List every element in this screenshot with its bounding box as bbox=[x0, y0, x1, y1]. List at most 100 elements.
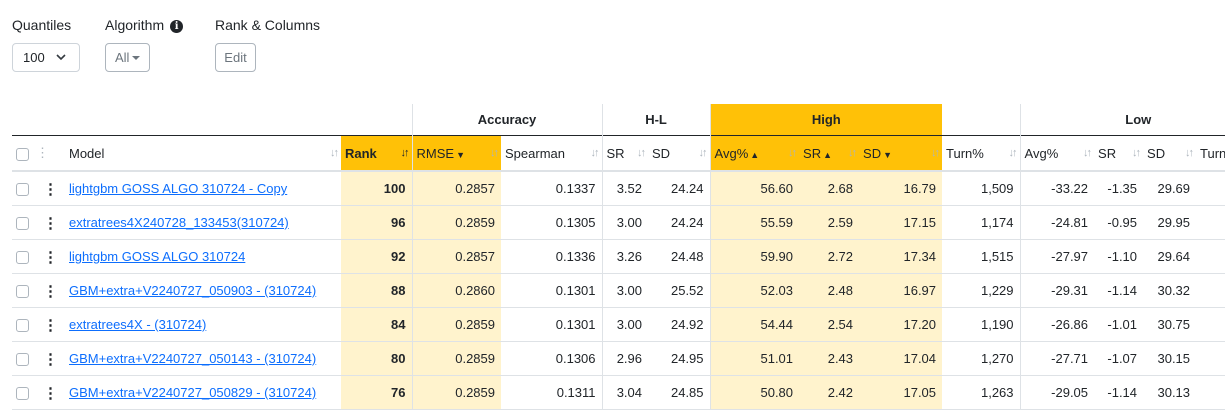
sort-icon[interactable]: ↓↑ bbox=[1132, 147, 1141, 159]
cell-hl-sr: 3.00 bbox=[601, 273, 649, 308]
cell-rmse: 0.2857 bbox=[411, 239, 501, 274]
chevron-up-icon: ▲ bbox=[750, 149, 760, 160]
model-link[interactable]: GBM+extra+V2240727_050829 - (310724) bbox=[69, 385, 317, 400]
sort-icon[interactable]: ↓↑ bbox=[590, 147, 600, 159]
cell-high-turn: 1,229 bbox=[942, 273, 1021, 308]
cell-high-sd: 16.79 bbox=[859, 171, 943, 206]
col-low-avg[interactable]: Avg% ↓↑ bbox=[1019, 135, 1095, 172]
cell-low-sd: 30.13 bbox=[1143, 375, 1197, 410]
cell-rmse: 0.2859 bbox=[411, 341, 501, 376]
group-low: Low bbox=[1019, 104, 1225, 136]
col-high-turn[interactable]: Turn% ↓↑ bbox=[942, 135, 1021, 172]
model-link[interactable]: extratrees4X - (310724) bbox=[69, 317, 207, 332]
model-cell: lightgbm GOSS ALGO 310724 - Copy bbox=[65, 171, 341, 206]
cell-rank: 88 bbox=[341, 273, 412, 308]
cell-low-avg: -26.86 bbox=[1019, 307, 1095, 342]
chevron-down-icon: ▼ bbox=[883, 149, 893, 160]
col-low-sr[interactable]: SR ↓↑ bbox=[1094, 135, 1144, 172]
col-low-turn[interactable]: Turn bbox=[1196, 135, 1225, 172]
cell-hl-sr: 3.00 bbox=[601, 307, 649, 342]
cell-hl-sr: 3.00 bbox=[601, 205, 649, 240]
row-checkbox[interactable] bbox=[12, 341, 36, 376]
row-checkbox[interactable] bbox=[12, 307, 36, 342]
cell-rank: 92 bbox=[341, 239, 412, 274]
row-checkbox[interactable] bbox=[12, 239, 36, 274]
row-checkbox[interactable] bbox=[12, 375, 36, 410]
col-model-label: Model bbox=[69, 145, 105, 161]
select-all-checkbox[interactable] bbox=[12, 135, 36, 172]
cell-high-turn: 1,515 bbox=[942, 239, 1021, 274]
sort-icon[interactable]: ↓↑ bbox=[637, 147, 646, 159]
sort-icon[interactable]: ↓↑ bbox=[330, 147, 339, 159]
cell-low-turn bbox=[1196, 273, 1225, 308]
col-low-sd[interactable]: SD ↓↑ bbox=[1143, 135, 1197, 172]
model-cell: GBM+extra+V2240727_050903 - (310724) bbox=[65, 273, 341, 308]
table-row: ⋮ extratrees4X - (310724) 84 0.2859 0.1301 3.… bbox=[12, 307, 1225, 342]
info-icon[interactable]: i bbox=[170, 20, 184, 33]
col-spearman[interactable]: Spearman ↓↑ bbox=[501, 135, 603, 172]
col-high-avg[interactable]: Avg% ▲ ↓↑ bbox=[709, 135, 800, 172]
sort-icon[interactable]: ↓↑ bbox=[1083, 147, 1092, 159]
col-high-sr[interactable]: SR ▲ ↓↑ bbox=[799, 135, 860, 172]
algorithm-label-text: Algorithm bbox=[105, 17, 165, 33]
sort-icon[interactable]: ↓↑ bbox=[1008, 147, 1018, 159]
sort-icon[interactable]: ↓↑ bbox=[931, 147, 940, 159]
col-rank[interactable]: Rank ↓↑ bbox=[341, 135, 412, 172]
quantiles-label: Quantiles bbox=[12, 17, 72, 33]
row-checkbox[interactable] bbox=[12, 205, 36, 240]
quantiles-select[interactable]: 100 bbox=[12, 43, 80, 72]
model-link[interactable]: GBM+extra+V2240727_050903 - (310724) bbox=[69, 283, 317, 298]
cell-high-turn: 1,174 bbox=[942, 205, 1021, 240]
cell-spearman: 0.1337 bbox=[501, 171, 603, 206]
row-checkbox[interactable] bbox=[12, 273, 36, 308]
sort-icon[interactable]: ↓↑ bbox=[848, 147, 857, 159]
chevron-down-icon: ▼ bbox=[456, 149, 465, 160]
row-menu-icon[interactable]: ⋮ bbox=[36, 341, 65, 376]
table-row: ⋮ lightgbm GOSS ALGO 310724 - Copy 100 0.28… bbox=[12, 171, 1225, 206]
col-hl-sr[interactable]: SR ↓↑ bbox=[601, 135, 649, 172]
model-link[interactable]: extratrees4X240728_133453(310724) bbox=[69, 215, 289, 230]
cell-hl-sd: 25.52 bbox=[648, 273, 711, 308]
row-menu-icon[interactable]: ⋮ bbox=[36, 307, 65, 342]
row-menu-icon[interactable]: ⋮ bbox=[36, 273, 65, 308]
cell-high-avg: 51.01 bbox=[709, 341, 800, 376]
sort-icon[interactable]: ↓↑ bbox=[490, 147, 499, 159]
cell-spearman: 0.1336 bbox=[501, 239, 603, 274]
algorithm-dropdown[interactable]: All bbox=[105, 43, 150, 72]
cell-high-sd: 16.97 bbox=[859, 273, 943, 308]
cell-low-turn bbox=[1196, 205, 1225, 240]
cell-high-sr: 2.43 bbox=[799, 341, 860, 376]
cell-high-sd: 17.34 bbox=[859, 239, 943, 274]
row-menu-icon[interactable]: ⋮ bbox=[36, 239, 65, 274]
model-link[interactable]: GBM+extra+V2240727_050143 - (310724) bbox=[69, 351, 317, 366]
cell-hl-sd: 24.24 bbox=[648, 171, 711, 206]
row-menu-icon[interactable]: ⋮ bbox=[36, 171, 65, 206]
col-high-sd[interactable]: SD ▼ ↓↑ bbox=[859, 135, 943, 172]
col-hl-sd[interactable]: SD ↓↑ bbox=[648, 135, 711, 172]
model-link[interactable]: lightgbm GOSS ALGO 310724 - Copy bbox=[69, 181, 288, 196]
row-menu-icon[interactable]: ⋮ bbox=[36, 375, 65, 410]
row-menu-icon[interactable]: ⋮ bbox=[36, 205, 65, 240]
cell-hl-sd: 24.95 bbox=[648, 341, 711, 376]
cell-low-turn bbox=[1196, 171, 1225, 206]
col-model[interactable]: Model ↓↑ bbox=[65, 135, 341, 172]
col-low-sr-label: SR bbox=[1098, 145, 1117, 161]
header-menu-icon: ⋮ bbox=[36, 135, 65, 172]
cell-hl-sd: 24.85 bbox=[648, 375, 711, 410]
cell-low-sd: 29.95 bbox=[1143, 205, 1197, 240]
table-row: ⋮ extratrees4X240728_133453(310724) 96 0.28… bbox=[12, 205, 1225, 240]
cell-hl-sr: 3.52 bbox=[601, 171, 649, 206]
sort-icon[interactable]: ↓↑ bbox=[1185, 147, 1194, 159]
cell-low-sd: 29.64 bbox=[1143, 239, 1197, 274]
cell-high-sr: 2.42 bbox=[799, 375, 860, 410]
edit-button[interactable]: Edit bbox=[215, 43, 256, 72]
col-rmse[interactable]: RMSE ▼ ↓↑ bbox=[411, 135, 501, 172]
sort-icon[interactable]: ↓↑ bbox=[698, 147, 708, 159]
sort-active-icon[interactable]: ↓↑ bbox=[400, 147, 410, 159]
col-high-avg-label: Avg% bbox=[714, 145, 749, 161]
sort-icon[interactable]: ↓↑ bbox=[788, 147, 797, 159]
row-checkbox[interactable] bbox=[12, 171, 36, 206]
cell-hl-sd: 24.24 bbox=[648, 205, 711, 240]
model-link[interactable]: lightgbm GOSS ALGO 310724 bbox=[69, 249, 246, 264]
cell-rank: 80 bbox=[341, 341, 412, 376]
